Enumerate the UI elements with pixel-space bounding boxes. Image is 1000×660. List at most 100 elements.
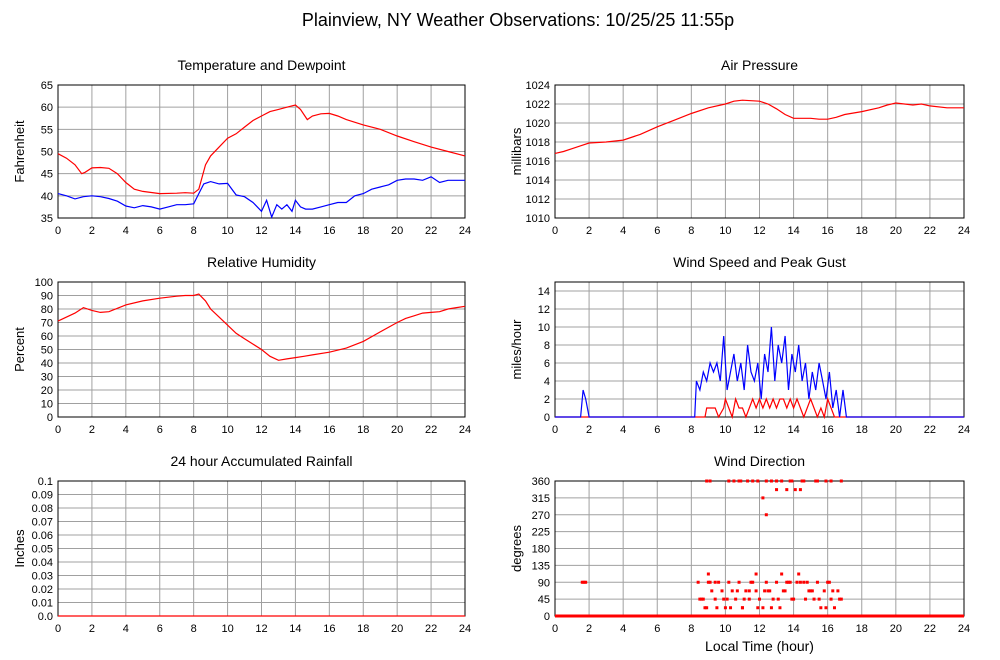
x-tick-label: 16 [323,225,335,237]
x-tick-label: 16 [822,225,834,237]
data-point [737,479,741,483]
data-point [781,589,785,593]
y-tick-label: 0.09 [32,490,53,502]
data-point [793,488,797,492]
data-point [792,597,796,601]
y-tick-label: 30 [41,372,53,384]
data-point [829,597,833,601]
y-tick-label: 8 [544,340,550,352]
data-point [836,589,840,593]
data-point [809,589,813,593]
data-point [717,580,721,584]
data-point [810,589,814,593]
y-tick-label: 0.08 [32,503,53,515]
x-tick-label: 10 [719,424,731,436]
x-tick-label: 18 [357,424,369,436]
y-tick-label: 0.02 [32,584,53,596]
y-axis-label: degrees [509,525,524,572]
x-tick-label: 16 [323,623,335,635]
data-point [725,597,729,601]
x-tick-label: 0 [552,424,558,436]
data-point [698,597,702,601]
y-tick-label: 0 [544,611,550,623]
y-tick-label: 60 [41,331,53,343]
data-point [756,606,760,610]
y-tick-label: 1010 [526,213,550,225]
data-point [838,597,842,601]
data-point [740,606,744,610]
y-tick-label: 65 [41,80,53,92]
data-point [737,580,741,584]
y-tick-label: 135 [532,560,550,572]
data-point [832,606,836,610]
data-point [797,572,801,576]
data-point [754,572,758,576]
x-tick-label: 24 [459,623,471,635]
x-tick-label: 4 [620,623,626,635]
x-tick-label: 14 [289,225,301,237]
x-tick-label: 12 [255,225,267,237]
data-point [804,597,808,601]
y-tick-label: 45 [41,169,53,181]
data-point [701,597,705,601]
data-point [839,597,843,601]
y-tick-label: 0 [544,412,550,424]
data-point [795,580,799,584]
chart-title: 24 hour Accumulated Rainfall [170,453,352,469]
data-point [805,580,809,584]
y-tick-label: 270 [532,510,550,522]
series-line-1 [555,326,964,418]
y-axis-label: Percent [12,327,27,372]
x-tick-label: 16 [822,424,834,436]
y-axis-label: millibars [509,127,524,175]
data-point [746,479,750,483]
data-point [764,580,768,584]
data-point [756,479,760,483]
data-point [722,597,726,601]
x-tick-label: 12 [255,424,267,436]
y-tick-label: 360 [532,476,550,488]
data-point [764,513,768,517]
data-point [790,479,794,483]
chart-title: Relative Humidity [207,254,316,270]
data-point [817,597,821,601]
y-tick-label: 1016 [526,156,550,168]
y-tick-label: 0.0 [38,611,53,623]
x-tick-label: 18 [357,623,369,635]
x-tick-label: 8 [688,623,694,635]
y-tick-label: 0.07 [32,517,53,529]
data-point [732,479,736,483]
y-tick-label: 90 [41,291,53,303]
data-point [708,479,712,483]
y-tick-label: 14 [538,286,550,298]
x-tick-label: 20 [391,623,403,635]
data-point [735,589,739,593]
x-tick-label: 24 [958,623,970,635]
x-tick-label: 2 [89,623,95,635]
x-tick-label: 6 [654,225,660,237]
x-tick-label: 14 [787,623,799,635]
series-line-0 [57,104,466,195]
x-tick-label: 4 [123,424,129,436]
x-tick-label: 22 [425,623,437,635]
data-point [826,580,830,584]
data-point [751,479,755,483]
y-tick-label: 40 [41,191,53,203]
data-point [815,580,819,584]
data-point [788,580,792,584]
x-tick-label: 14 [787,424,799,436]
x-tick-label: 8 [191,623,197,635]
y-tick-label: 70 [41,318,53,330]
x-tick-label: 10 [221,225,233,237]
x-tick-label: 16 [822,623,834,635]
data-point [720,589,724,593]
chart-title: Wind Direction [714,453,805,469]
data-point [824,479,828,483]
data-point [798,580,802,584]
x-tick-label: 22 [924,623,936,635]
y-tick-label: 100 [35,277,53,289]
data-point [785,580,789,584]
data-point [768,589,772,593]
data-point [790,597,794,601]
data-point [582,580,586,584]
